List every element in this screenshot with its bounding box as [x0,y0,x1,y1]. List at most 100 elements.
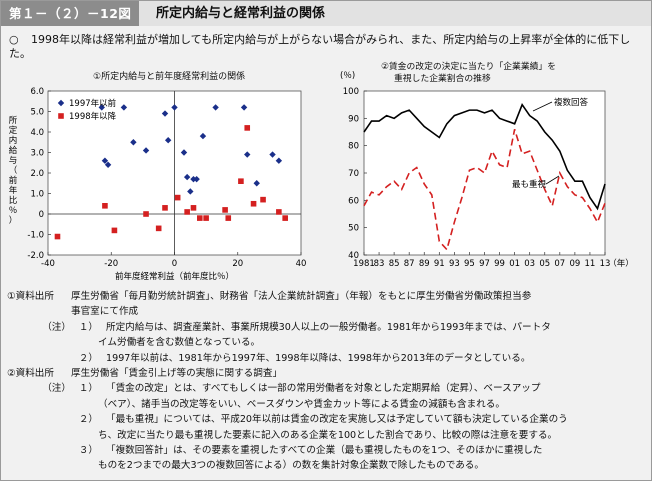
y-tick-label: 0 [39,210,44,220]
y-axis-label: 所定内給与（前年比％） [9,115,18,226]
x-tick-label: 07 [554,259,565,269]
note-row: ②資料出所 厚生労働省「賃金引上げ等の実態に関する調査」 [7,366,647,381]
x-tick-label: 83 [374,259,385,269]
note-text: 1997年以前は、1981年から1997年、1998年以降は、1998年から20… [106,352,531,364]
notes: ①資料出所 厚生労働省「毎月勤労統計調査」、財務省「法人企業統計調査」（年報）をも… [7,289,647,474]
scatter-point [275,157,283,164]
note-key [7,412,71,427]
scatter-point [225,215,232,221]
scatter-point [240,104,248,111]
scatter-point [161,110,169,117]
scatter-point [187,188,194,195]
note-row: ３） 「複数回答計」は、その要素を重視したすべての企業（最も重視したものを1つ、そ… [7,443,647,458]
note-number: １） [78,321,98,333]
x-tick-label: 95 [464,259,475,269]
y-tick-label: 70 [348,169,359,179]
scatter-point [101,157,109,164]
note-text: 厚生労働省「毎月勤労統計調査」、財務省「法人企業統計調査」（年報）をもとに厚生労… [71,291,532,302]
x-tick-label: 1981 [353,259,375,269]
summary: ○ 1998年以降は経常利益が増加しても所定内給与が上がらない場合がみられ、また、… [9,33,645,61]
y-tick-label: 80 [348,142,359,152]
x-tick-label: 40 [296,259,307,269]
scatter-point [282,215,288,221]
scatter-point [238,178,244,184]
x-tick-label: 09 [569,259,580,269]
note-continuation: ち、改定に当たり最も重視した要素に記入のある企業を100とした割合であり、比較の… [98,429,558,441]
note-continuation: （ベア）、諸手当の改定等をいい、ベースダウンや賃金カット等による賃金の減額も含ま… [98,398,505,410]
x-tick-label: 0 [172,259,177,269]
scatter-point [269,151,276,158]
note-row: （注） １） 「賃金の改定」とは、すべてもしくは一部の常用労働者を対象とした定期昇給… [7,381,647,396]
note-key: （注） [42,321,71,333]
series-line-most [363,129,606,252]
scatter-point [260,196,266,203]
x-tick-label: -40 [41,259,55,269]
scatter-point [54,233,61,240]
note-number: ２） [78,352,98,364]
x-tick-label: 20 [232,259,243,269]
scatter-point [143,211,149,217]
scatter-point [102,203,108,209]
note-number: ３） [78,445,98,457]
note-key: ②資料出所 [7,368,54,380]
x-tick-label: 89 [419,259,430,269]
chart2-title-line2: 重視した企業割合の推移 [394,74,491,84]
x-tick-label: 87 [404,259,415,269]
note-row: ２） 1997年以前は、1981年から1997年、1998年以降は、1998年から… [7,351,647,366]
note-number: ２） [78,414,98,426]
scatter-point [276,209,282,215]
series-label-leader [532,101,553,112]
y-tick-label: 3.0 [30,149,44,159]
y-tick-label: 1.0 [30,190,44,200]
series-label: 複数回答 [554,97,589,108]
note-row: （注） １） 所定内給与は、調査産業計、事業所規模30人以上の一般労働者。1981年… [7,320,647,335]
x-tick-label: 11 [585,259,596,269]
scatter-point [120,104,128,111]
note-key [7,443,71,458]
x-axis-unit: （年） [608,258,634,269]
scatter-point [174,194,181,201]
note-number: １） [78,383,98,395]
x-axis-label: 前年度経常利益（前年度比％） [115,271,234,282]
x-tick-label: 93 [449,259,460,269]
scatter-point [98,104,105,111]
note-text: 所定内給与は、調査産業計、事業所規模30人以上の一般労働者。1981年から199… [106,321,551,333]
x-tick-label: 99 [494,259,505,269]
scatter-point [244,151,251,158]
x-tick-label: 85 [389,259,400,269]
y-tick-label: -2.0 [27,251,44,261]
legend-marker [57,99,65,107]
scatter-point [199,132,207,140]
summary-text: 1998年以降は経常利益が増加しても所定内給与が上がらない場合がみられ、また、所… [9,33,631,60]
scatter-point [155,225,162,232]
y-tick-label: 5.0 [30,108,44,118]
scatter-point [111,227,118,234]
chart1-title: ①所定内給与と前年度経常利益の関係 [93,72,246,82]
x-tick-label: 13 [600,259,611,269]
scatter-point [244,125,251,131]
summary-bullet: ○ [9,33,19,46]
scatter-point [184,209,190,215]
x-tick-label: 05 [539,259,550,269]
scatter-point [197,215,203,221]
scatter-point [130,139,137,146]
x-tick-label: 97 [479,259,490,269]
note-text: 「最も重視」については、平成20年以前は賃金の改定を実施し又は予定していて額も決… [106,414,568,426]
note-text: 「複数回答計」は、その要素を重視したすべての企業（最も重視したものを1つ、そのほ… [106,445,543,457]
x-tick-label: 03 [524,259,535,269]
scatter-point [212,104,219,111]
scatter-point [164,137,172,144]
y-tick-label: 60 [348,196,359,206]
scatter-point [190,205,197,211]
y-tick-label: 4.0 [30,128,44,138]
figure-title: 所定内給与と経常利益の関係 [156,6,326,21]
chart2-title-line1: ②賃金の改定の決定に当たり「企業業績」を [381,62,557,72]
scatter-point [180,149,188,156]
x-tick-label: 91 [434,259,445,269]
series-label: 最も重視 [512,179,547,190]
note-key: ①資料出所 [7,291,54,302]
scatter-point [183,173,191,181]
chart2-title: ②賃金の改定の決定に当たり「企業業績」を 重視した企業割合の推移 [381,61,556,85]
